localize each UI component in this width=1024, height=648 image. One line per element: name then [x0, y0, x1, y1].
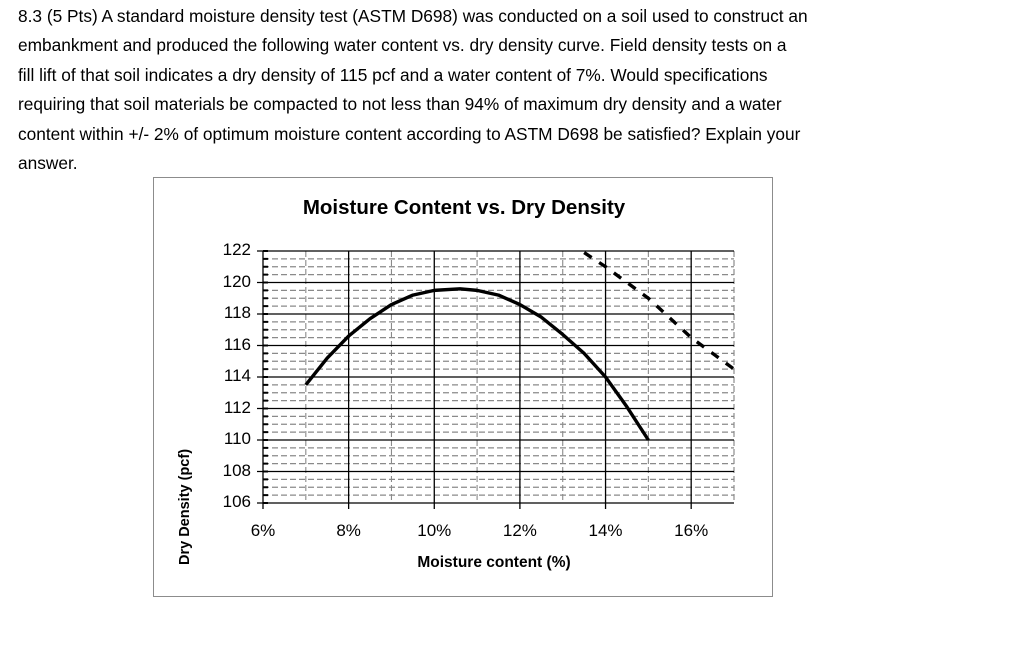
y-tick-label: 116	[223, 334, 251, 354]
x-tick-label: 16%	[674, 521, 709, 540]
compaction-curve	[304, 287, 650, 441]
x-tick-label: 6%	[250, 521, 276, 540]
x-tick-label: 14%	[588, 521, 623, 540]
y-tick-label: 112	[223, 397, 251, 417]
question-line: answer.	[18, 153, 78, 174]
y-tick-label: 114	[223, 366, 251, 385]
y-tick-label: 118	[223, 303, 251, 322]
question-line: content within +/- 2% of optimum moistur…	[18, 123, 801, 144]
y-tick-label: 110	[223, 429, 251, 448]
chart-title: Moisture Content vs. Dry Density	[302, 196, 626, 219]
plot-area	[257, 250, 736, 509]
chart-container: Moisture Content vs. Dry Density Dry Den…	[153, 177, 773, 597]
question-text: 8.3 (5 Pts) A standard moisture density …	[18, 2, 978, 178]
y-tick-label: 122	[222, 240, 251, 259]
y-tick-label: 120	[222, 271, 251, 291]
question-line: fill lift of that soil indicates a dry d…	[18, 64, 768, 85]
y-tick-label: 106	[222, 492, 251, 511]
question-line: requiring that soil materials be compact…	[18, 94, 782, 115]
zero-air-voids-line	[583, 251, 736, 371]
x-tick-label: 10%	[417, 521, 452, 540]
x-tick-label: 12%	[502, 521, 537, 540]
x-tick-label: 8%	[336, 521, 361, 540]
question-line: embankment and produced the following wa…	[18, 35, 787, 56]
y-axis-title: Dry Density (pcf)	[177, 448, 193, 565]
x-axis-title: Moisture content (%)	[417, 554, 571, 571]
y-tick-label: 108	[222, 460, 251, 480]
question-line: 8.3 (5 Pts) A standard moisture density …	[18, 6, 808, 26]
